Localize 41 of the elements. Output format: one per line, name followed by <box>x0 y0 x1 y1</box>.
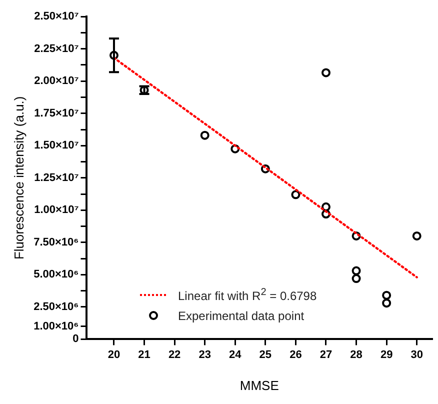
y-tick-label: 0 <box>72 333 79 346</box>
point <box>291 190 300 200</box>
y-tick-label: 5.00×10⁶ <box>34 268 79 281</box>
point <box>230 144 240 154</box>
point <box>382 290 392 300</box>
x-tick-label: 22 <box>168 348 181 361</box>
y-tick-label: 1.00×10⁷ <box>34 204 80 216</box>
point <box>382 298 392 308</box>
point <box>352 231 361 240</box>
point <box>321 202 330 212</box>
x-tick-label: 29 <box>380 348 393 361</box>
x-tick-label: 20 <box>108 348 120 361</box>
legend-label: Experimental data point <box>178 308 304 322</box>
point <box>352 266 361 276</box>
x-tick-label: 24 <box>229 348 242 361</box>
x-tick-label: 27 <box>320 348 332 361</box>
point <box>200 130 210 140</box>
y-tick-label: 1.00×10⁶ <box>34 320 79 332</box>
point <box>260 164 270 174</box>
point <box>109 50 118 60</box>
point <box>321 210 330 219</box>
y-tick-label: 2.00×10⁷ <box>34 75 80 88</box>
y-tick-label: 2.25×10⁷ <box>34 42 80 55</box>
y-tick-label: 2.50×10⁶ <box>34 300 79 313</box>
y-tick-label: 1.75×10⁷ <box>34 107 80 120</box>
x-tick-label: 26 <box>290 348 302 361</box>
y-tick-label: 7.50×10⁶ <box>34 236 79 248</box>
point <box>412 231 422 240</box>
x-axis-title: MMSE <box>240 378 280 393</box>
y-tick-label: 1.25×10⁷ <box>34 172 80 184</box>
legend-label: Linear fit with R$^{2}$ = 0.6798 <box>178 286 317 302</box>
x-tick-label: 21 <box>138 348 150 361</box>
x-tick-label: 23 <box>198 348 211 361</box>
y-axis-title: Fluorescence intensity (a.u.) <box>11 96 26 260</box>
point <box>321 68 330 78</box>
point <box>352 274 361 284</box>
x-tick-label: 28 <box>350 348 362 361</box>
x-tick-label: 30 <box>410 348 423 361</box>
x-tick-label: 25 <box>259 348 272 361</box>
y-tick-label: 2.50×10⁷ <box>34 10 80 23</box>
y-tick-label: 1.50×10⁷ <box>34 140 80 152</box>
